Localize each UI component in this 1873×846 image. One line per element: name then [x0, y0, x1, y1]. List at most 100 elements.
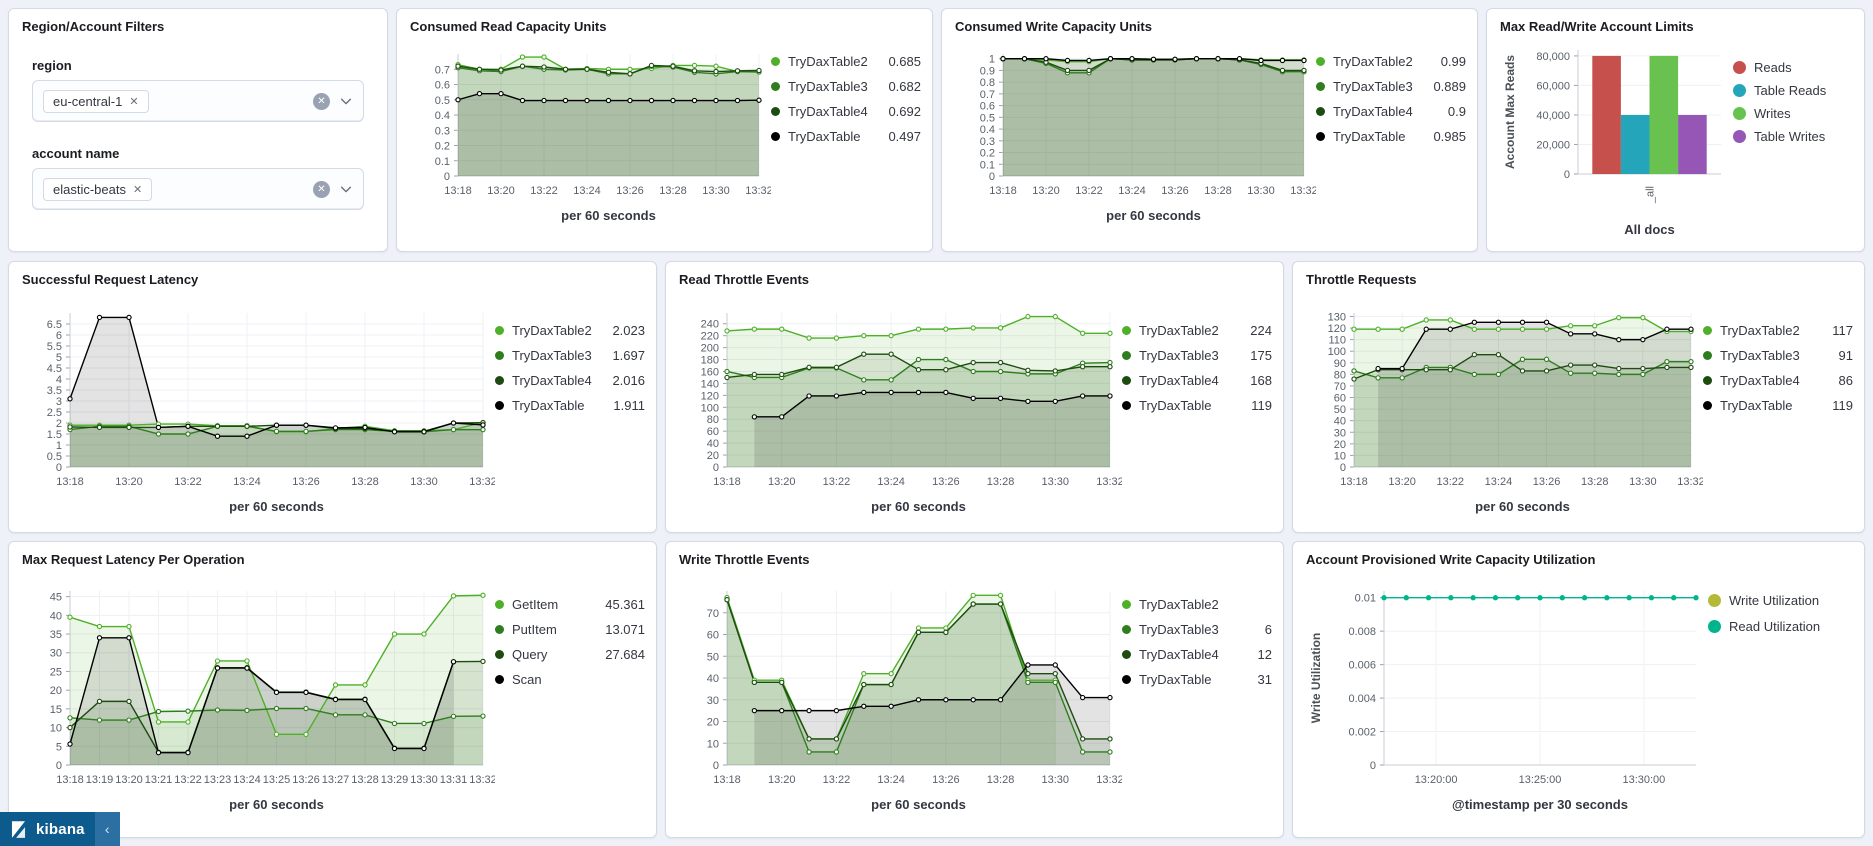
legend-dot-icon [1122, 351, 1131, 360]
legend-item[interactable]: TryDaxTable4 2.016 [495, 373, 645, 388]
legend-item[interactable]: GetItem 45.361 [495, 597, 645, 612]
panel-max-read-write-account-limits: Max Read/Write Account Limits 0 20,000 40,… [1486, 8, 1865, 252]
legend-item[interactable]: TryDaxTable2 2.023 [495, 323, 645, 338]
legend-item[interactable]: TryDaxTable 0.497 [771, 129, 921, 144]
panel-title: Successful Request Latency [22, 272, 199, 287]
chart-canvas: 0 20 40 60 80 100 120 140 160 180 200 220 240 13:18 13… [677, 299, 1124, 517]
svg-text:13:23: 13:23 [204, 774, 232, 786]
svg-text:0.8: 0.8 [980, 77, 995, 89]
svg-text:60: 60 [707, 426, 719, 438]
legend-dot-icon [495, 326, 504, 335]
legend-item[interactable]: TryDaxTable3 91 [1703, 348, 1853, 363]
filter-pill[interactable]: eu-central-1 ✕ [43, 89, 149, 113]
svg-text:50: 50 [707, 651, 719, 663]
svg-text:13:18: 13:18 [56, 774, 84, 786]
legend-item[interactable]: TryDaxTable2 0.99 [1316, 54, 1466, 69]
legend-item[interactable]: TryDaxTable4 0.9 [1316, 104, 1466, 119]
svg-text:5: 5 [56, 741, 62, 753]
svg-text:70: 70 [1334, 381, 1346, 393]
legend-item[interactable]: TryDaxTable 119 [1122, 398, 1272, 413]
legend-item[interactable]: TryDaxTable2 [1122, 597, 1272, 612]
svg-text:13:20:00: 13:20:00 [1415, 774, 1458, 786]
svg-text:13:24: 13:24 [877, 476, 905, 488]
legend-series-value: 119 [1251, 398, 1272, 413]
legend-item[interactable]: PutItem 13.071 [495, 622, 645, 637]
svg-text:35: 35 [50, 629, 62, 641]
svg-text:_all: _all [1645, 186, 1657, 204]
legend-item[interactable]: Table Writes [1733, 129, 1853, 144]
legend-item[interactable]: TryDaxTable 119 [1703, 398, 1853, 413]
account-filter-combobox[interactable]: elastic-beats ✕ ✕ [32, 168, 364, 210]
svg-text:13:26: 13:26 [292, 476, 320, 488]
region-filter-combobox[interactable]: eu-central-1 ✕ ✕ [32, 80, 364, 122]
remove-tag-icon[interactable]: ✕ [132, 183, 143, 196]
legend-item[interactable]: TryDaxTable 0.985 [1316, 129, 1466, 144]
svg-text:13:30: 13:30 [1629, 476, 1657, 488]
svg-text:1.5: 1.5 [47, 429, 62, 441]
svg-text:per 60 seconds: per 60 seconds [871, 797, 966, 812]
legend-dot-icon [1703, 326, 1712, 335]
svg-text:20: 20 [50, 685, 62, 697]
legend-item[interactable]: Query 27.684 [495, 647, 645, 662]
svg-text:220: 220 [701, 331, 719, 343]
collapse-nav-button[interactable]: ‹ [94, 812, 120, 846]
legend-item[interactable]: TryDaxTable 31 [1122, 672, 1272, 687]
legend-item[interactable]: TryDaxTable3 175 [1122, 348, 1272, 363]
svg-text:13:30: 13:30 [1247, 185, 1275, 197]
svg-text:0.3: 0.3 [980, 136, 995, 148]
chevron-down-icon[interactable] [339, 182, 353, 196]
legend-dot-icon [1316, 132, 1325, 141]
svg-text:160: 160 [701, 366, 719, 378]
svg-text:0.1: 0.1 [980, 159, 995, 171]
filter-pill[interactable]: elastic-beats ✕ [43, 177, 153, 201]
svg-text:13:27: 13:27 [322, 774, 350, 786]
svg-text:13:22: 13:22 [174, 476, 202, 488]
chevron-down-icon[interactable] [339, 94, 353, 108]
legend-item[interactable]: Write Utilization [1708, 593, 1853, 608]
legend-item[interactable]: TryDaxTable4 12 [1122, 647, 1272, 662]
legend-item[interactable]: TryDaxTable4 0.692 [771, 104, 921, 119]
svg-text:90: 90 [1334, 358, 1346, 370]
svg-text:13:30: 13:30 [410, 774, 438, 786]
legend-item[interactable]: TryDaxTable3 0.889 [1316, 79, 1466, 94]
legend-item[interactable]: TryDaxTable4 168 [1122, 373, 1272, 388]
legend-item[interactable]: Writes [1733, 106, 1853, 121]
clear-selection-icon[interactable]: ✕ [313, 180, 330, 198]
svg-text:per 60 seconds: per 60 seconds [1475, 499, 1570, 514]
legend-series-value: 31 [1257, 672, 1272, 687]
svg-text:50: 50 [1334, 404, 1346, 416]
svg-text:13:28: 13:28 [1581, 476, 1609, 488]
legend-item[interactable]: TryDaxTable3 1.697 [495, 348, 645, 363]
legend-item[interactable]: TryDaxTable 1.911 [495, 398, 645, 413]
legend-item[interactable]: TryDaxTable2 0.685 [771, 54, 921, 69]
legend-item[interactable]: TryDaxTable3 0.682 [771, 79, 921, 94]
legend-item[interactable]: Reads [1733, 60, 1853, 75]
clear-selection-icon[interactable]: ✕ [313, 92, 330, 110]
legend-series-label: TryDaxTable [788, 129, 861, 144]
filter-pill-label: elastic-beats [53, 181, 126, 197]
legend-series-label: TryDaxTable3 [512, 348, 592, 363]
legend-item[interactable]: TryDaxTable2 117 [1703, 323, 1853, 338]
svg-text:13:30: 13:30 [1042, 774, 1070, 786]
legend-series-label: TryDaxTable2 [512, 323, 592, 338]
legend-item[interactable]: TryDaxTable2 224 [1122, 323, 1272, 338]
legend-series-value: 0.692 [888, 104, 921, 119]
legend-item[interactable]: TryDaxTable4 86 [1703, 373, 1853, 388]
legend-item[interactable]: TryDaxTable3 6 [1122, 622, 1272, 637]
kibana-nav-footer: kibana ‹ [0, 812, 120, 846]
svg-text:13:18: 13:18 [989, 185, 1017, 197]
legend-series-label: TryDaxTable [1139, 672, 1212, 687]
svg-text:30: 30 [707, 695, 719, 707]
svg-text:13:20: 13:20 [1388, 476, 1416, 488]
svg-text:13:19: 13:19 [86, 774, 114, 786]
legend-item[interactable]: Read Utilization [1708, 619, 1853, 634]
svg-text:0: 0 [1340, 462, 1346, 474]
svg-text:All docs: All docs [1624, 222, 1675, 237]
legend-item[interactable]: Table Reads [1733, 83, 1853, 98]
svg-text:0.3: 0.3 [435, 125, 450, 137]
svg-text:13:28: 13:28 [987, 476, 1015, 488]
legend-series-value: 175 [1250, 348, 1272, 363]
svg-text:3: 3 [56, 396, 62, 408]
legend-item[interactable]: Scan [495, 672, 645, 687]
remove-tag-icon[interactable]: ✕ [129, 95, 139, 108]
